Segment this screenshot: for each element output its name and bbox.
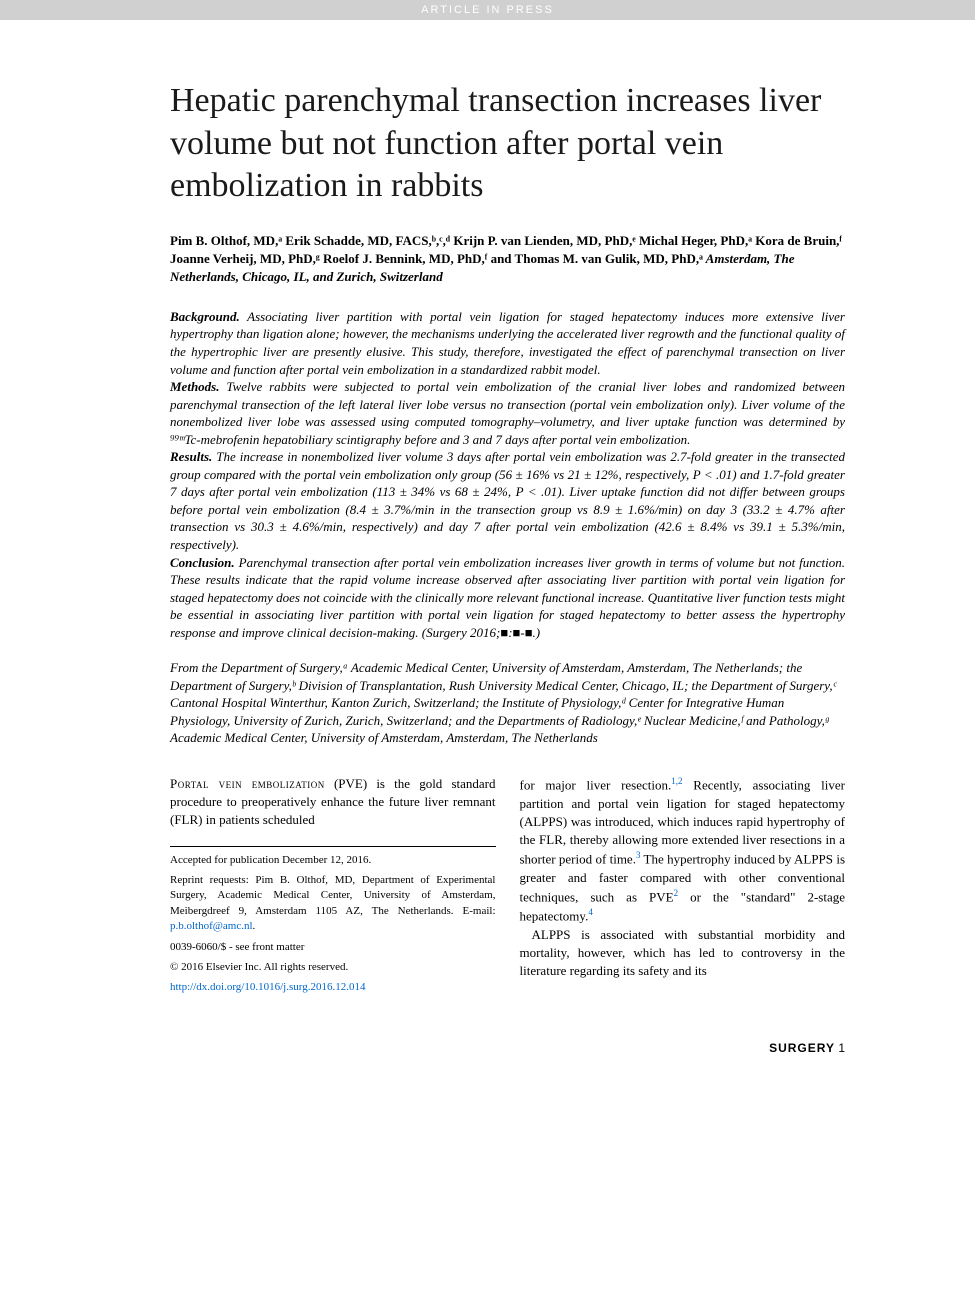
journal-name: SURGERY [769,1041,835,1055]
page-footer: SURGERY 1 [0,1031,975,1075]
intro-paragraph: Portal vein embolization (PVE) is the go… [170,775,496,830]
body-paragraph-1: for major liver resection.1,2 Recently, … [520,775,846,926]
abstract-background: Background. Associating liver partition … [170,308,845,378]
article-in-press-banner: ARTICLE IN PRESS [0,0,975,20]
page-content: Hepatic parenchymal transection increase… [0,20,975,1031]
results-text: The increase in nonembolized liver volum… [170,449,845,552]
conclusion-text: Parenchymal transection after portal vei… [170,555,845,640]
reference-1-2[interactable]: 1,2 [671,776,682,786]
methods-text: Twelve rabbits were subjected to portal … [170,379,845,447]
results-label: Results. [170,449,212,464]
column-right: for major liver resection.1,2 Recently, … [520,775,846,1001]
column-left: Portal vein embolization (PVE) is the go… [170,775,496,1001]
doi-link[interactable]: http://dx.doi.org/10.1016/j.surg.2016.12… [170,981,365,993]
accepted-date: Accepted for publication December 12, 20… [170,853,496,868]
reference-4[interactable]: 4 [588,907,593,917]
methods-label: Methods. [170,379,219,394]
background-text: Associating liver partition with portal … [170,309,845,377]
abstract: Background. Associating liver partition … [170,308,845,641]
abstract-methods: Methods. Twelve rabbits were subjected t… [170,378,845,448]
page-number: 1 [835,1041,845,1055]
background-label: Background. [170,309,240,324]
reprint-requests: Reprint requests: Pim B. Olthof, MD, Dep… [170,873,496,935]
body-columns: Portal vein embolization (PVE) is the go… [170,775,845,1001]
article-title: Hepatic parenchymal transection increase… [170,80,845,208]
authors-block: Pim B. Olthof, MD,ᵃ Erik Schadde, MD, FA… [170,232,845,286]
copyright: © 2016 Elsevier Inc. All rights reserved… [170,960,496,975]
abstract-conclusion: Conclusion. Parenchymal transection afte… [170,554,845,642]
body-paragraph-2: ALPPS is associated with substantial mor… [520,926,846,981]
email-link[interactable]: p.b.olthof@amc.nl [170,920,253,932]
abstract-results: Results. The increase in nonembolized li… [170,448,845,553]
footnotes: Accepted for publication December 12, 20… [170,846,496,996]
affiliations-block: From the Department of Surgery,ᵃ Academi… [170,659,845,747]
article-code: 0039-6060/$ - see front matter [170,940,496,955]
conclusion-label: Conclusion. [170,555,235,570]
lead-smallcaps: Portal vein embolization [170,776,325,791]
